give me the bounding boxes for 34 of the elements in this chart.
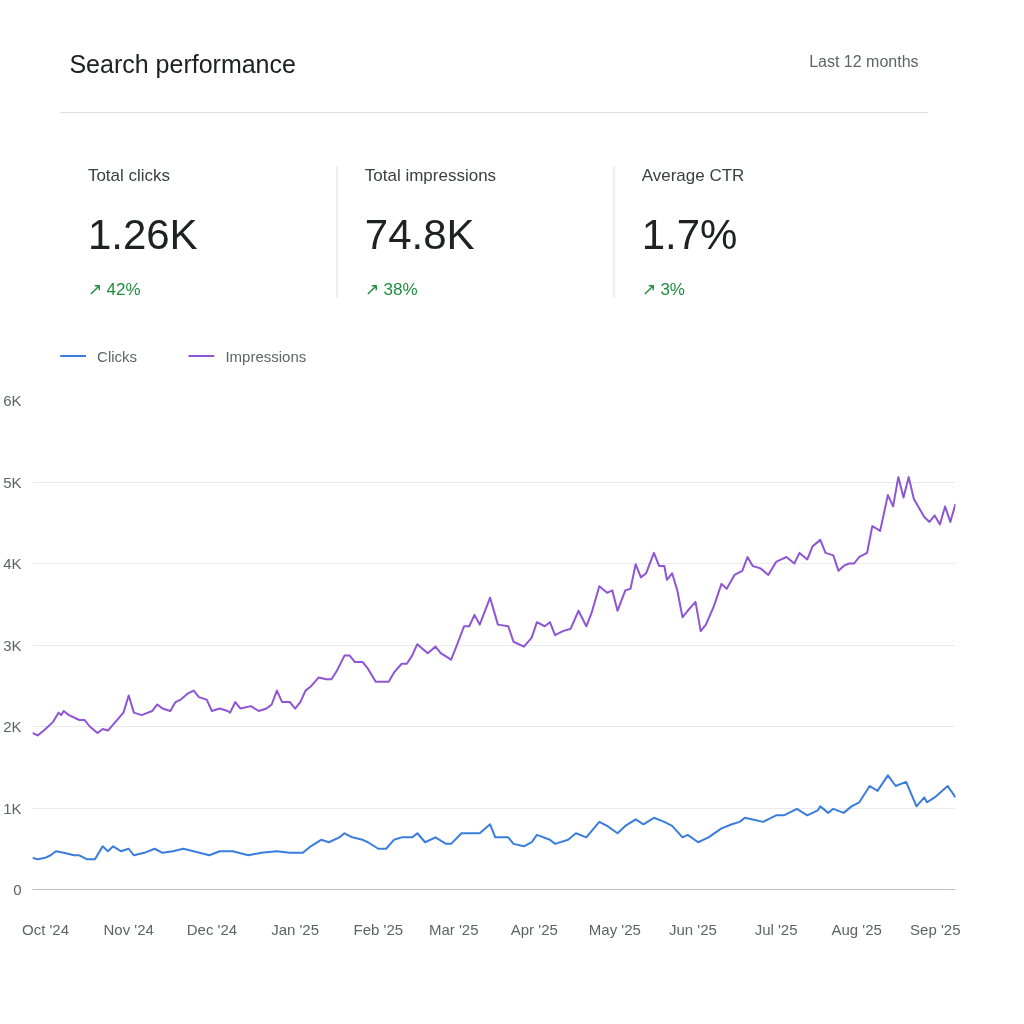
x-tick-label: Oct '24	[21, 920, 70, 938]
text: ↗ 42%	[87, 280, 141, 300]
text: 1.26K	[87, 210, 198, 258]
x-tick-label: May '25	[588, 920, 641, 938]
text: 1.7%	[641, 210, 738, 258]
x-tick-label: Mar '25	[428, 920, 479, 938]
x-tick-label: Feb '25	[353, 920, 404, 938]
x-tick-label: Apr '25	[510, 920, 558, 938]
legend-label: Clicks	[97, 347, 138, 365]
line-series	[32, 774, 956, 861]
text: Search performance	[69, 49, 296, 78]
x-tick-label: Sep '25	[910, 920, 961, 938]
text: Last 12 months	[809, 53, 919, 71]
x-tick-label: Jun '25	[668, 920, 717, 938]
legend-label: Impressions	[225, 347, 307, 365]
x-tick-label: Dec '24	[186, 920, 238, 938]
y-tick-label: 1K	[3, 799, 22, 817]
y-tick-label: 0	[13, 881, 22, 898]
y-tick-label: 6K	[3, 392, 22, 409]
x-tick-label: Jan '25	[271, 920, 320, 938]
text: ↗ 3%	[641, 280, 685, 300]
category-label: Total impressions	[364, 166, 497, 186]
text: ↗ 38%	[364, 280, 418, 300]
x-tick-label: Aug '25	[831, 920, 882, 938]
x-tick-label: Jul '25	[754, 920, 798, 938]
y-tick-label: 3K	[3, 636, 22, 654]
category-label: Total clicks	[87, 166, 171, 186]
y-tick-label: 5K	[3, 473, 22, 491]
category-label: Average CTR	[641, 166, 745, 186]
text: 74.8K	[364, 210, 475, 258]
line-series	[32, 476, 956, 737]
y-tick-label: 2K	[3, 718, 22, 735]
y-tick-label: 4K	[3, 555, 22, 572]
x-tick-label: Nov '24	[103, 920, 154, 938]
